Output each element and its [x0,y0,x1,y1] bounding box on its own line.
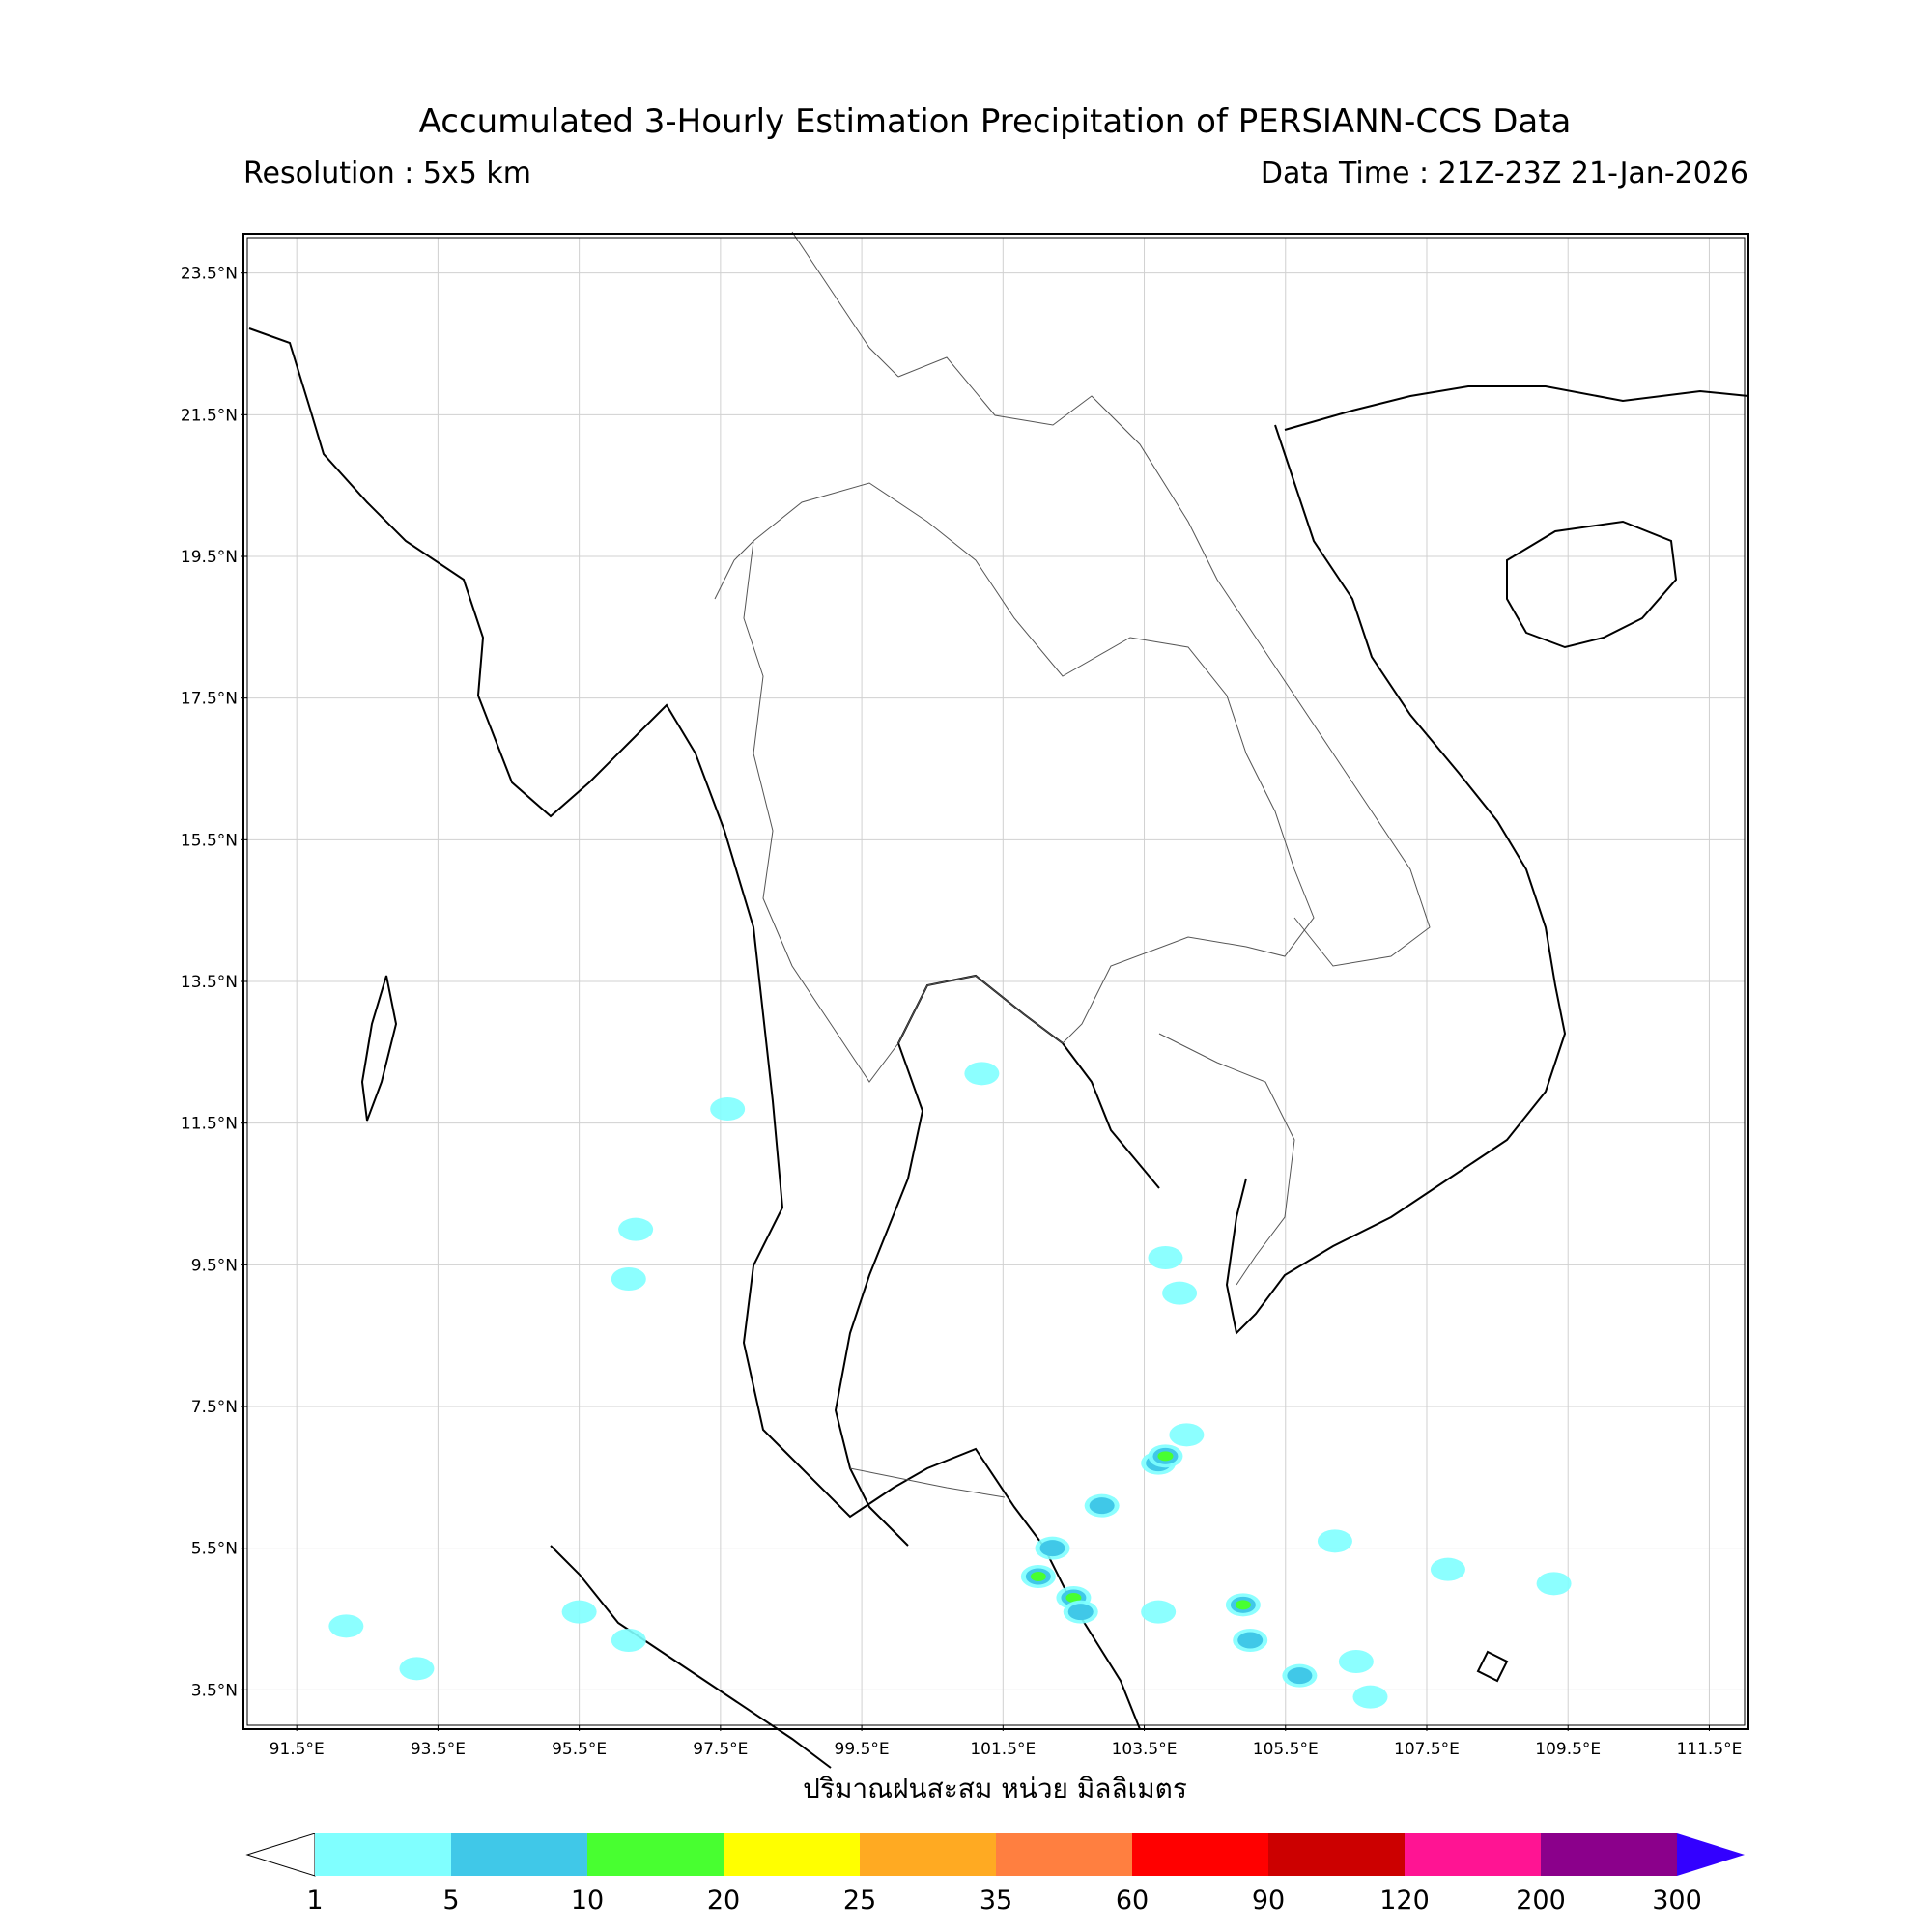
colorbar-labels: 1 5 10 20 25 35 60 90 120 200 300 [306,1886,1701,1916]
colorbar-level-label: 200 [1516,1886,1566,1916]
lon-tick-label: 95.5°E [552,1740,607,1759]
lon-tick-label: 103.5°E [1112,1740,1178,1759]
lat-tick-label: 5.5°N [191,1540,238,1559]
colorbar-segment [1268,1833,1405,1876]
rain-cell-core [1039,1540,1065,1557]
map-grid [247,238,1745,1725]
colorbar-segment [315,1833,451,1876]
colorbar-level-label: 10 [571,1886,604,1916]
thai-gulf-coastline [834,974,1160,1547]
rain-cell [1162,1281,1198,1305]
rain-cell [611,1267,646,1291]
rain-cell [1169,1423,1205,1447]
colorbar-level-label: 120 [1379,1886,1430,1916]
colorbar-segment [1541,1833,1677,1876]
lat-tick-label: 21.5°N [181,406,238,425]
lat-tick-label: 9.5°N [191,1256,238,1275]
lon-tick-label: 101.5°E [970,1740,1036,1759]
lon-tick-label: 91.5°E [270,1740,325,1759]
rain-cell [1338,1650,1374,1673]
rain-cell [710,1097,746,1121]
lat-tick-label: 11.5°N [181,1115,238,1134]
colorbar-segment [724,1833,860,1876]
cambodia-border [1158,1033,1295,1286]
rain-cell [399,1657,435,1681]
malaysia-border [849,1467,1006,1498]
lon-tick-label: 109.5°E [1535,1740,1601,1759]
lat-tick-label: 19.5°N [181,548,238,567]
rain-cell [1148,1246,1183,1269]
rain-cell-core [1235,1600,1251,1610]
rain-cell-core [1065,1593,1082,1603]
lon-tick-label: 93.5°E [411,1740,466,1759]
lon-tick-label: 97.5°E [693,1740,748,1759]
colorbar-over-arrow [1677,1833,1745,1876]
lat-tick-label: 3.5°N [191,1681,238,1700]
map-title: Accumulated 3-Hourly Estimation Precipit… [418,102,1572,141]
lon-tick-label: 105.5°E [1253,1740,1319,1759]
hainan-coastline [1506,520,1678,649]
rain-cell-core [1237,1632,1264,1649]
myanmar-border [714,231,899,600]
rain-cell-core [1287,1667,1313,1685]
lon-tick-label: 99.5°E [835,1740,890,1759]
colorbar [245,1833,1745,1877]
coastlines [248,327,1749,1769]
rain-cell-core [1157,1451,1174,1462]
colorbar-level-label: 1 [306,1886,323,1916]
x-axis-label: ปริมาณฝนสะสม หน่วย มิลลิเมตร [803,1773,1187,1804]
rain-cell [1352,1685,1388,1709]
laos-border [897,356,1431,967]
rain-cell-core [1030,1572,1046,1581]
lat-tick-labels: 23.5°N 21.5°N 19.5°N 17.5°N 15.5°N 13.5°N 11.5… [181,265,247,1700]
thailand-border [743,482,1315,1083]
colorbar-level-label: 90 [1252,1886,1285,1916]
colorbar-under-arrow [245,1833,316,1877]
resolution-label: Resolution : 5x5 km [243,156,531,190]
rain-cell [618,1217,654,1241]
china-coastline [1284,385,1749,431]
colorbar-segment [451,1833,587,1876]
rain-cell [611,1629,646,1652]
rain-cells [328,1062,1572,1709]
lon-tick-label: 111.5°E [1676,1740,1742,1759]
andaman-islands [360,975,398,1122]
colorbar-segment [860,1833,996,1876]
colorbar-level-label: 60 [1116,1886,1149,1916]
colorbar-segment [996,1833,1132,1876]
lat-tick-label: 13.5°N [181,973,238,992]
admin-borders [714,231,1431,1498]
colorbar-level-label: 20 [707,1886,740,1916]
colorbar-level-label: 25 [843,1886,876,1916]
lat-tick-label: 15.5°N [181,831,238,850]
rain-cell [328,1614,364,1638]
colorbar-level-label: 35 [980,1886,1012,1916]
borneo-coastline [1476,1650,1509,1683]
rain-cell [1141,1600,1177,1624]
colorbar-level-label: 5 [442,1886,459,1916]
rain-cell [1317,1529,1352,1553]
lon-tick-label: 107.5°E [1394,1740,1460,1759]
colorbar-segment [1132,1833,1268,1876]
mainland-coastline [248,327,1141,1730]
lon-tick-labels: 91.5°E 93.5°E 95.5°E 97.5°E 99.5°E 101.5°E 103… [270,1725,1742,1759]
colorbar-segment [1405,1833,1541,1876]
lat-tick-label: 7.5°N [191,1398,238,1417]
lat-tick-label: 23.5°N [181,265,238,284]
rain-cell [561,1600,597,1624]
colorbar-segment [587,1833,724,1876]
sumatra-coastline [550,1545,832,1769]
rain-cell [1430,1557,1465,1581]
rain-cell [1536,1572,1572,1596]
colorbar-level-label: 300 [1652,1886,1702,1916]
rain-cell-core [1067,1604,1094,1621]
rain-cell [964,1062,1000,1086]
data-time-label: Data Time : 21Z-23Z 21-Jan-2026 [1260,156,1748,190]
vietnam-coastline [1225,424,1567,1336]
lat-tick-label: 17.5°N [181,690,238,709]
rain-cell-core [1089,1497,1115,1515]
